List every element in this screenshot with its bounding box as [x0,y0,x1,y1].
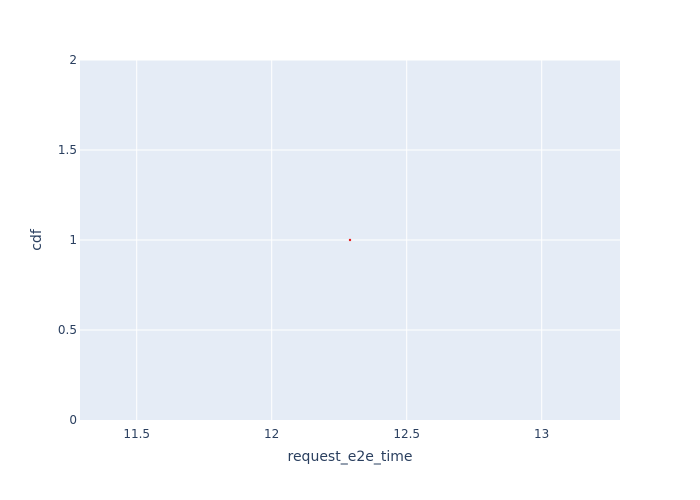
x-tick-label: 13 [534,427,549,441]
y-axis-title: cdf [29,228,45,251]
y-tick-label: 1.5 [58,143,77,157]
x-tick-label: 11.5 [123,427,150,441]
y-tick-label: 0 [69,413,77,427]
x-tick-label: 12.5 [393,427,420,441]
x-axis-title: request_e2e_time [288,449,413,465]
data-point [348,238,352,242]
y-tick-label: 1 [69,233,77,247]
y-tick-label: 2 [69,53,77,67]
y-tick-label: 0.5 [58,323,77,337]
x-tick-label: 12 [264,427,279,441]
